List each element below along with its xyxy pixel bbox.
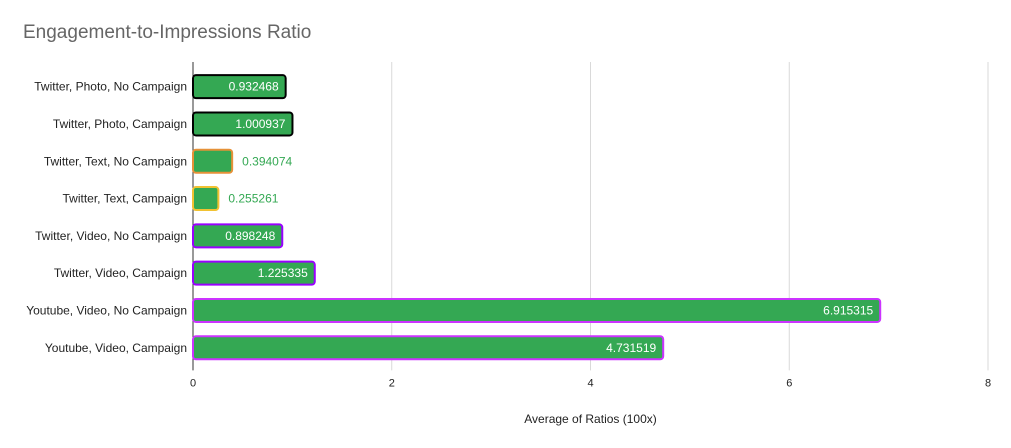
bar[interactable] xyxy=(192,223,284,249)
category-label: Twitter, Photo, No Campaign xyxy=(34,80,187,94)
bar[interactable] xyxy=(192,111,294,137)
bars xyxy=(192,74,882,361)
x-tick-label: 0 xyxy=(190,377,196,389)
x-tick-label: 6 xyxy=(786,377,792,389)
category-label: Youtube, Video, Campaign xyxy=(45,341,187,355)
bar[interactable] xyxy=(192,297,882,323)
chart-title: Engagement-to-Impressions Ratio xyxy=(23,22,312,43)
bar[interactable] xyxy=(192,335,665,361)
bar[interactable] xyxy=(192,74,287,100)
bar[interactable] xyxy=(192,186,220,212)
category-label: Twitter, Text, Campaign xyxy=(63,192,188,206)
data-label: 0.255261 xyxy=(228,192,278,206)
category-label: Twitter, Text, No Campaign xyxy=(44,154,187,168)
category-label: Twitter, Photo, Campaign xyxy=(53,117,187,131)
data-label: 6.915315 xyxy=(823,303,873,317)
data-label: 0.898248 xyxy=(225,229,275,243)
category-label: Twitter, Video, Campaign xyxy=(54,266,187,280)
category-label: Twitter, Video, No Campaign xyxy=(35,229,187,243)
data-label: 0.932468 xyxy=(229,80,279,94)
category-labels: Twitter, Photo, No Campaign Twitter, Phot… xyxy=(26,80,187,355)
data-label: 4.731519 xyxy=(606,341,656,355)
x-tick-label: 2 xyxy=(389,377,395,389)
x-axis-title: Average of Ratios (100x) xyxy=(524,412,657,426)
data-label: 0.394074 xyxy=(242,154,292,168)
bar[interactable] xyxy=(192,148,234,174)
bar[interactable] xyxy=(192,260,316,286)
category-label: Youtube, Video, No Campaign xyxy=(26,303,187,317)
x-tick-label: 4 xyxy=(587,377,593,389)
x-tick-label: 8 xyxy=(985,377,991,389)
data-label: 1.000937 xyxy=(235,117,285,131)
data-label: 1.225335 xyxy=(258,266,308,280)
x-tick-labels: 0 2 4 6 8 xyxy=(190,377,991,389)
data-labels: 0.932468 1.000937 0.394074 0.255261 0.898248… xyxy=(225,80,873,355)
grid-lines xyxy=(192,62,989,371)
